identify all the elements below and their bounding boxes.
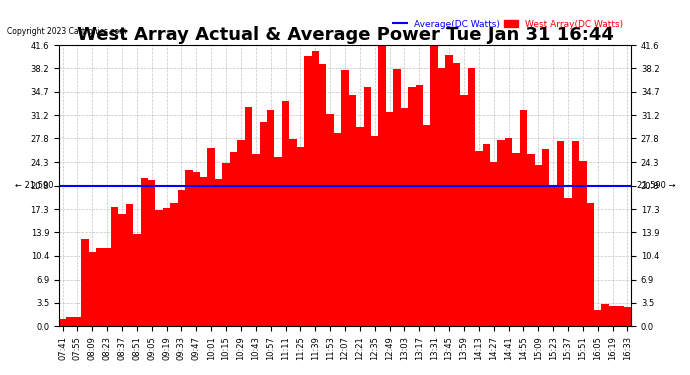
Bar [81, 239, 88, 326]
Bar [111, 207, 118, 326]
Bar [104, 248, 111, 326]
Bar [431, 46, 438, 326]
Bar [282, 101, 289, 326]
Bar [497, 140, 505, 326]
Bar [602, 304, 609, 326]
Bar [453, 63, 460, 326]
Bar [512, 153, 520, 326]
Bar [148, 180, 155, 326]
Bar [505, 138, 512, 326]
Bar [297, 147, 304, 326]
Bar [386, 112, 393, 326]
Bar [609, 306, 616, 326]
Bar [371, 136, 378, 326]
Bar [378, 45, 386, 326]
Bar [348, 95, 356, 326]
Bar [527, 154, 535, 326]
Bar [624, 307, 631, 326]
Bar [475, 151, 482, 326]
Bar [163, 208, 170, 326]
Bar [312, 51, 319, 326]
Bar [557, 141, 564, 326]
Bar [304, 56, 312, 326]
Bar [549, 185, 557, 326]
Bar [289, 140, 297, 326]
Bar [141, 178, 148, 326]
Title: West Array Actual & Average Power Tue Jan 31 16:44: West Array Actual & Average Power Tue Ja… [77, 26, 613, 44]
Bar [66, 317, 74, 326]
Bar [438, 68, 445, 326]
Bar [616, 306, 624, 326]
Bar [155, 210, 163, 326]
Bar [594, 310, 602, 326]
Bar [393, 69, 401, 326]
Bar [215, 179, 222, 326]
Bar [490, 162, 497, 326]
Bar [364, 87, 371, 326]
Bar [193, 172, 200, 326]
Bar [208, 148, 215, 326]
Bar [252, 154, 259, 326]
Bar [259, 122, 267, 326]
Bar [178, 190, 185, 326]
Bar [319, 64, 326, 326]
Bar [126, 204, 133, 326]
Bar [334, 134, 342, 326]
Bar [342, 70, 348, 326]
Legend: Average(DC Watts), West Array(DC Watts): Average(DC Watts), West Array(DC Watts) [389, 16, 627, 32]
Bar [579, 161, 586, 326]
Bar [267, 110, 275, 326]
Bar [535, 165, 542, 326]
Bar [408, 87, 415, 326]
Bar [356, 128, 364, 326]
Bar [326, 114, 334, 326]
Bar [468, 68, 475, 326]
Bar [170, 203, 178, 326]
Bar [74, 317, 81, 326]
Bar [482, 144, 490, 326]
Bar [564, 198, 572, 326]
Bar [230, 152, 237, 326]
Bar [88, 252, 96, 326]
Bar [222, 163, 230, 326]
Bar [415, 85, 423, 326]
Bar [572, 141, 579, 326]
Bar [542, 150, 549, 326]
Bar [96, 248, 104, 326]
Bar [460, 95, 468, 326]
Text: ← 21,590: ← 21,590 [14, 181, 53, 190]
Text: Copyright 2023 Cartronics.com: Copyright 2023 Cartronics.com [7, 27, 126, 36]
Bar [401, 108, 408, 326]
Bar [237, 140, 245, 326]
Bar [118, 214, 126, 326]
Bar [586, 203, 594, 326]
Bar [185, 171, 193, 326]
Bar [245, 107, 252, 326]
Bar [59, 320, 66, 326]
Bar [275, 158, 282, 326]
Bar [520, 110, 527, 326]
Bar [133, 234, 141, 326]
Text: 21,590 →: 21,590 → [637, 181, 676, 190]
Bar [445, 55, 453, 326]
Bar [423, 125, 431, 326]
Bar [200, 177, 208, 326]
